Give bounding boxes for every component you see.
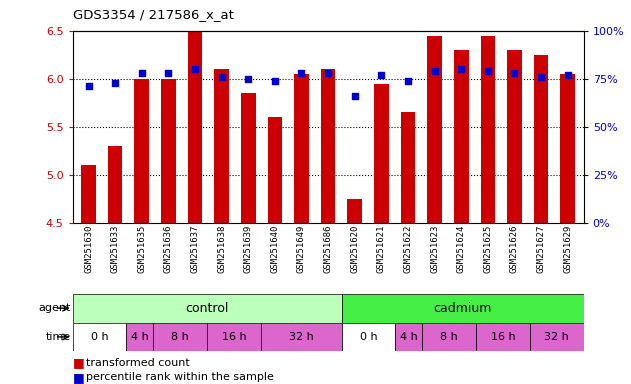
Point (243, 76, 253, 82)
Point (270, 78, 280, 84)
Text: 4 h: 4 h (400, 332, 418, 342)
Bar (454, 50, 469, 223)
Text: ■: ■ (73, 371, 88, 384)
Text: GSM251622: GSM251622 (403, 225, 413, 273)
Point (110, 79, 120, 86)
Bar (73, 323, 126, 351)
Point (376, 72, 386, 78)
Text: 32 h: 32 h (289, 332, 314, 342)
Bar (348, 199, 362, 223)
Text: 4 h: 4 h (131, 332, 149, 342)
Text: 8 h: 8 h (440, 332, 458, 342)
Point (509, 70, 519, 76)
Text: GSM251629: GSM251629 (563, 225, 572, 273)
Text: GSM251633: GSM251633 (110, 225, 120, 273)
Bar (476, 323, 530, 351)
Bar (321, 69, 336, 223)
Bar (261, 323, 341, 351)
Point (563, 72, 573, 78)
Bar (560, 74, 575, 223)
Text: GSM251626: GSM251626 (510, 225, 519, 273)
Text: GSM251638: GSM251638 (217, 225, 226, 273)
Text: GSM251649: GSM251649 (297, 225, 306, 273)
Text: GSM251620: GSM251620 (350, 225, 359, 273)
Point (323, 70, 333, 76)
Bar (507, 50, 522, 223)
Bar (534, 55, 548, 223)
Point (483, 68, 493, 74)
Point (430, 68, 440, 74)
Bar (126, 323, 153, 351)
Point (83, 83, 93, 89)
Text: 32 h: 32 h (545, 332, 569, 342)
Text: 16 h: 16 h (491, 332, 516, 342)
Bar (401, 112, 415, 223)
Text: 0 h: 0 h (360, 332, 377, 342)
Text: GSM251624: GSM251624 (457, 225, 466, 273)
Bar (73, 294, 341, 323)
Text: time: time (45, 332, 71, 342)
Bar (396, 323, 422, 351)
Bar (81, 165, 96, 223)
Point (163, 70, 174, 76)
Bar (134, 79, 149, 223)
Bar (187, 31, 203, 223)
Bar (153, 323, 207, 351)
Text: GSM251639: GSM251639 (244, 225, 253, 273)
Text: GSM251686: GSM251686 (324, 225, 333, 273)
Text: GSM251630: GSM251630 (84, 225, 93, 273)
Text: GSM251627: GSM251627 (536, 225, 546, 273)
Point (536, 74, 546, 80)
Text: 16 h: 16 h (221, 332, 246, 342)
Bar (374, 84, 389, 223)
Bar (207, 323, 261, 351)
Bar (294, 74, 309, 223)
Bar (268, 117, 282, 223)
Text: control: control (186, 302, 229, 314)
Text: GDS3354 / 217586_x_at: GDS3354 / 217586_x_at (73, 8, 233, 21)
Point (190, 66, 200, 72)
Point (297, 70, 307, 76)
Text: cadmium: cadmium (433, 302, 492, 314)
Text: GSM251635: GSM251635 (138, 225, 146, 273)
Text: GSM251636: GSM251636 (164, 225, 173, 273)
Point (350, 93, 360, 99)
Bar (530, 323, 584, 351)
Text: 0 h: 0 h (91, 332, 109, 342)
Text: GSM251625: GSM251625 (483, 225, 492, 273)
Text: GSM251623: GSM251623 (430, 225, 439, 273)
Bar (341, 323, 396, 351)
Text: 8 h: 8 h (171, 332, 189, 342)
Bar (481, 36, 495, 223)
Bar (422, 323, 476, 351)
Text: GSM251640: GSM251640 (270, 225, 280, 273)
Text: GSM251637: GSM251637 (191, 225, 199, 273)
Text: transformed count: transformed count (86, 358, 190, 368)
Bar (241, 93, 256, 223)
Point (137, 70, 147, 76)
Point (456, 66, 466, 72)
Bar (215, 69, 229, 223)
Point (216, 74, 227, 80)
Bar (341, 294, 584, 323)
Text: agent: agent (38, 303, 71, 313)
Text: ■: ■ (73, 356, 88, 369)
Bar (161, 79, 175, 223)
Bar (108, 146, 122, 223)
Bar (427, 36, 442, 223)
Text: percentile rank within the sample: percentile rank within the sample (86, 372, 274, 382)
Text: GSM251621: GSM251621 (377, 225, 386, 273)
Point (403, 78, 413, 84)
